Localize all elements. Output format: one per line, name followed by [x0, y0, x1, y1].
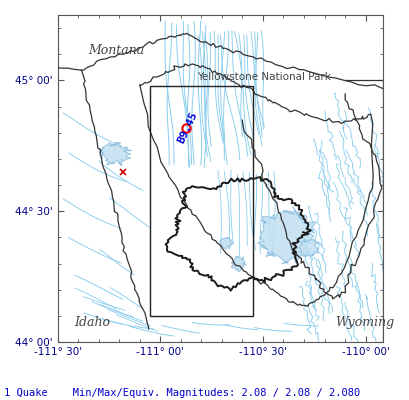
Polygon shape — [298, 239, 317, 257]
Text: Montana: Montana — [88, 44, 144, 57]
Text: Yellowstone National Park: Yellowstone National Park — [197, 72, 330, 82]
Polygon shape — [99, 142, 132, 166]
Text: 1 Quake    Min/Max/Equiv. Magnitudes: 2.08 / 2.08 / 2.080: 1 Quake Min/Max/Equiv. Magnitudes: 2.08 … — [4, 388, 360, 398]
Text: Wyoming: Wyoming — [334, 316, 393, 330]
Bar — [150, 86, 252, 316]
Polygon shape — [257, 207, 322, 264]
Polygon shape — [220, 237, 232, 249]
Polygon shape — [231, 256, 245, 272]
Text: B9.45: B9.45 — [175, 110, 198, 145]
Text: Idaho: Idaho — [74, 316, 110, 330]
